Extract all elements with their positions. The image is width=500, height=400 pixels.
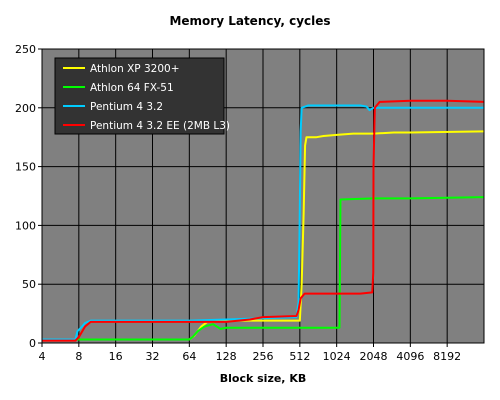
legend-label: Athlon XP 3200+ [90, 63, 180, 75]
series-lines [42, 99, 485, 342]
y-tick-label: 50 [22, 278, 36, 291]
y-axis: 0 50 100 150 200 250 [15, 43, 42, 350]
x-tick-label: 4096 [396, 350, 424, 363]
x-tick-label: 512 [289, 350, 310, 363]
y-tick-label: 0 [29, 337, 36, 350]
x-tick-label: 64 [182, 350, 196, 363]
y-tick-label: 250 [15, 43, 36, 56]
x-tick-label: 128 [216, 350, 237, 363]
x-tick-label: 8 [75, 350, 82, 363]
y-tick-label: 150 [15, 161, 36, 174]
chart-title: Memory Latency, cycles [169, 14, 330, 28]
x-tick-label: 4 [39, 350, 46, 363]
x-tick-label: 8192 [433, 350, 461, 363]
y-tick-label: 100 [15, 219, 36, 232]
x-tick-label: 2048 [360, 350, 388, 363]
series-line [42, 104, 484, 341]
legend-label: Athlon 64 FX-51 [90, 82, 174, 94]
series-line [42, 99, 485, 342]
x-axis: 4 8 16 32 64 128 256 512 1024 2048 4096 8192 [39, 343, 461, 363]
legend-label: Pentium 4 3.2 EE (2MB L3) [90, 120, 230, 132]
x-tick-label: 32 [146, 350, 160, 363]
x-axis-label: Block size, KB [220, 372, 306, 385]
legend-label: Pentium 4 3.2 [90, 101, 163, 113]
legend: Athlon XP 3200+ Athlon 64 FX-51 Pentium 4 … [54, 57, 230, 135]
y-tick-label: 200 [15, 102, 36, 115]
x-tick-label: 1024 [323, 350, 351, 363]
x-tick-label: 256 [253, 350, 274, 363]
series-line [42, 196, 485, 341]
x-tick-label: 16 [109, 350, 123, 363]
legend-box [54, 57, 225, 135]
